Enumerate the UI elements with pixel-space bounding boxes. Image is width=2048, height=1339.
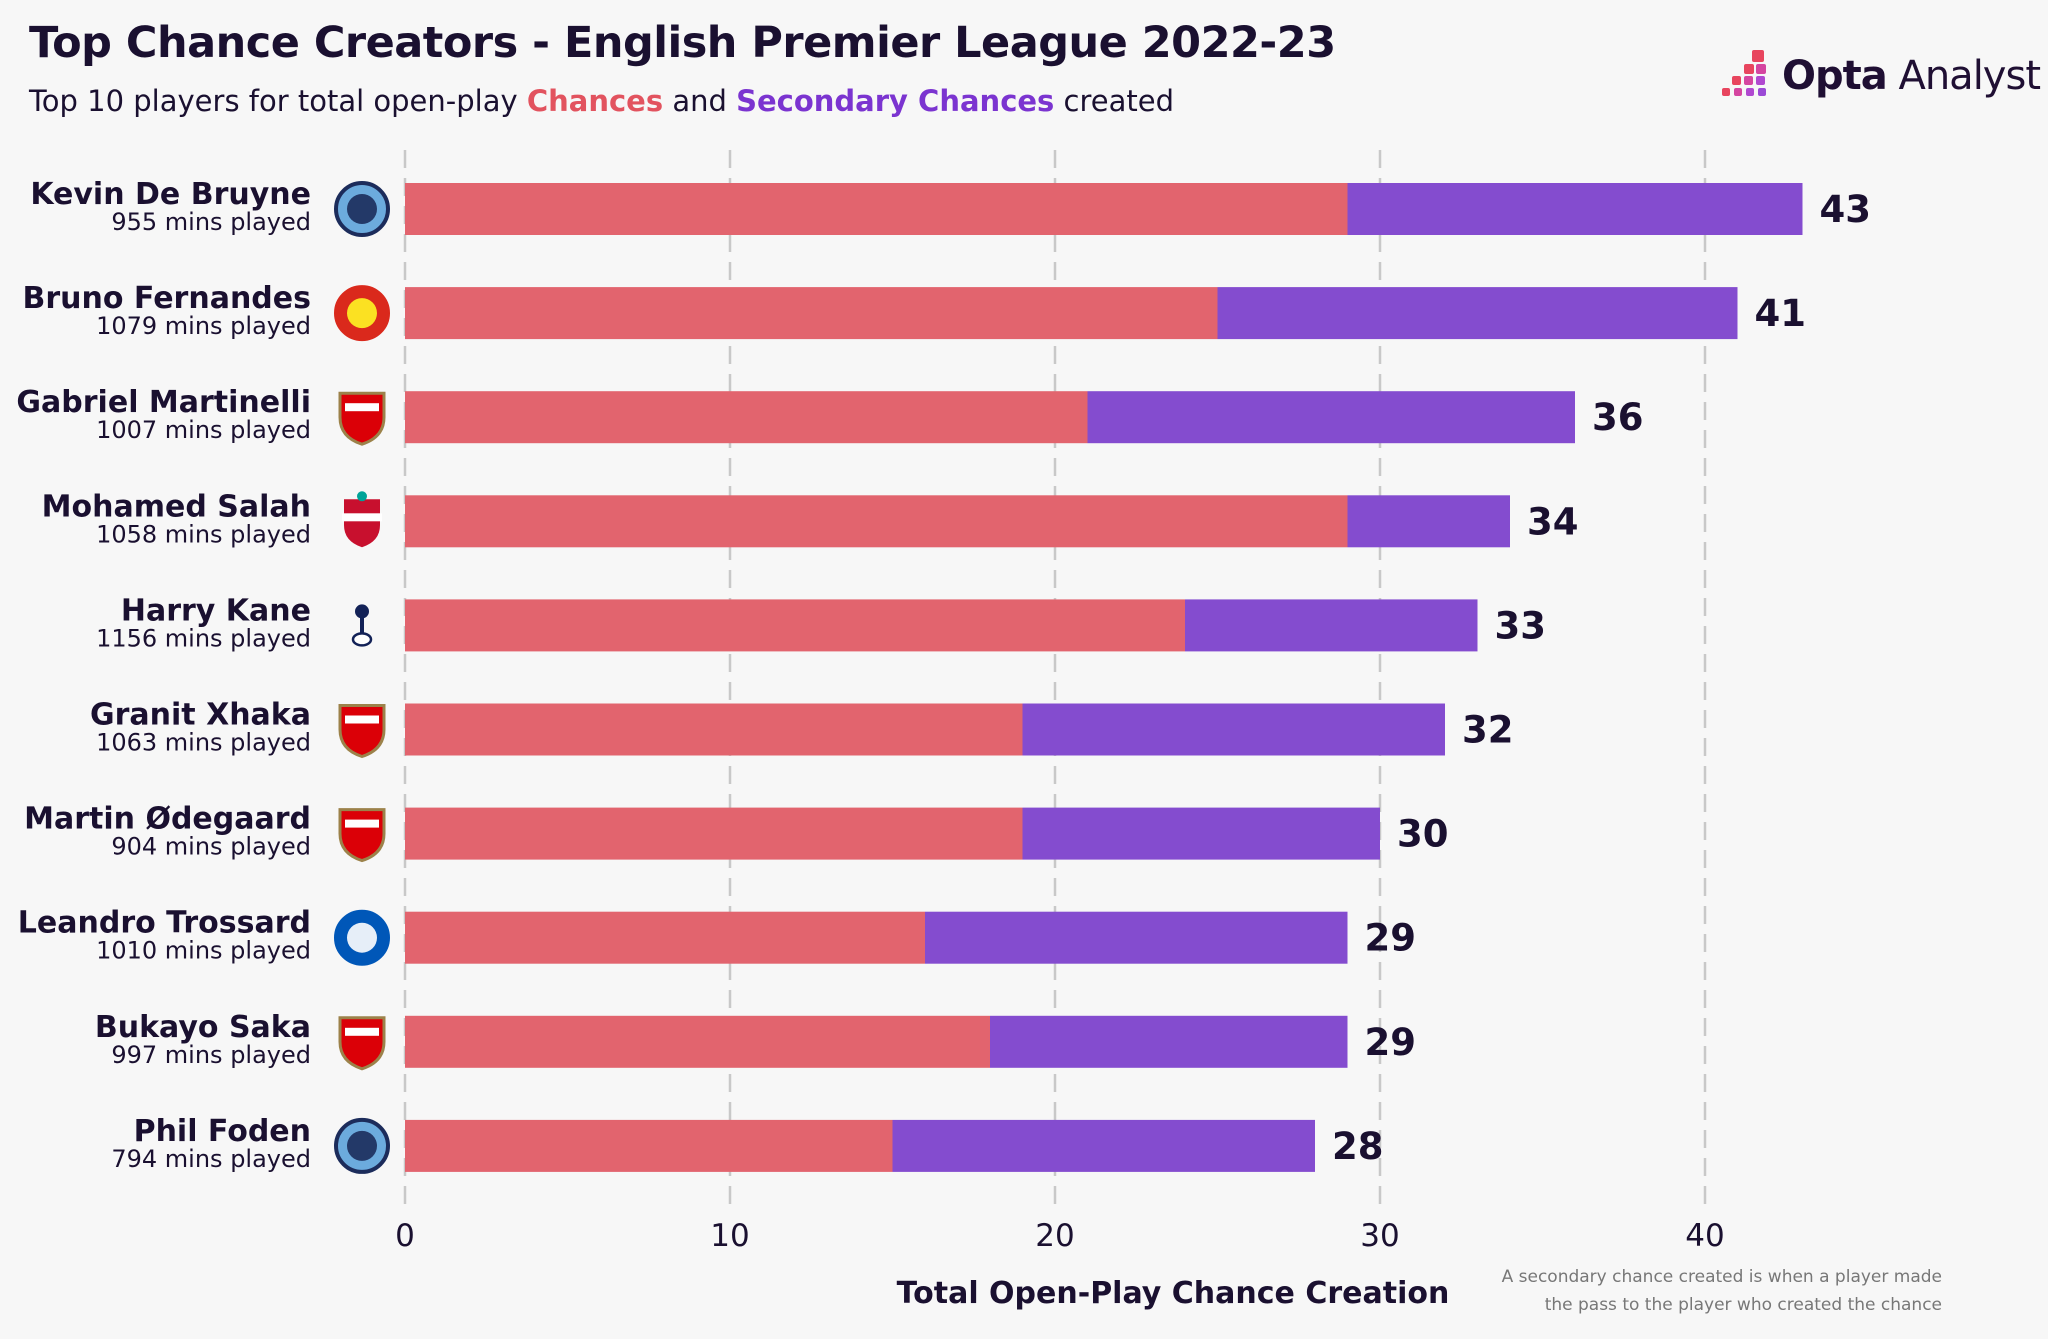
crest-banner [345, 715, 379, 724]
bar-chances [405, 703, 1023, 756]
crest-banner [345, 1027, 379, 1036]
minutes-played: 1156 mins played [96, 624, 311, 652]
arsenal-crest [338, 808, 386, 863]
crest-inner [347, 298, 377, 329]
player-name: Mohamed Salah [42, 489, 311, 524]
bar-secondary [1022, 703, 1445, 756]
bar-chances [405, 1119, 893, 1172]
bar-secondary [1347, 495, 1510, 548]
player-name: Bukayo Saka [95, 1010, 311, 1045]
total-label: 29 [1365, 917, 1417, 960]
minutes-played: 997 mins played [111, 1041, 311, 1069]
total-label: 33 [1495, 604, 1547, 647]
crest-ball [351, 632, 373, 647]
bar-chances [405, 391, 1088, 444]
player-name: Leandro Trossard [18, 906, 311, 941]
bar-secondary [990, 1015, 1348, 1068]
bar-secondary [1347, 183, 1803, 235]
minutes-played: 1079 mins played [96, 312, 311, 340]
player-name: Phil Foden [134, 1114, 311, 1149]
subtitle-prefix: Top 10 players for total open-play [29, 84, 527, 118]
total-label: 41 [1755, 292, 1807, 335]
bar-secondary [925, 911, 1348, 964]
minutes-played: 1058 mins played [96, 520, 311, 548]
minutes-played: 904 mins played [111, 833, 311, 861]
subtitle-and: and [663, 84, 737, 118]
minutes-played: 1063 mins played [96, 729, 311, 757]
bar-chances [405, 495, 1348, 548]
total-label: 28 [1332, 1125, 1384, 1168]
bar-secondary [892, 1119, 1315, 1172]
bar-chances [405, 287, 1218, 340]
tottenham-crest [355, 604, 369, 619]
total-label: 43 [1820, 188, 1872, 231]
chart-subtitle: Top 10 players for total open-play Chanc… [29, 84, 1174, 118]
minutes-played: 1007 mins played [96, 416, 311, 444]
footnote-line-1: A secondary chance created is when a pla… [1501, 1267, 1942, 1287]
bar-chances [405, 807, 1023, 860]
x-tick-label: 30 [1360, 1218, 1399, 1254]
logo-text: Opta Analyst [1782, 53, 2041, 99]
opta-analyst-logo: Opta Analyst [1718, 48, 2041, 104]
minutes-played: 1010 mins played [96, 937, 311, 965]
player-name: Gabriel Martinelli [16, 385, 311, 420]
total-label: 36 [1592, 396, 1644, 439]
opta-logo-icon [1722, 50, 1766, 96]
arsenal-crest [338, 704, 386, 759]
x-tick-label: 40 [1685, 1218, 1724, 1254]
bar-secondary [1087, 391, 1575, 444]
x-tick-label: 20 [1035, 1218, 1074, 1254]
subtitle-suffix: created [1054, 84, 1175, 118]
crest-inner [347, 1130, 377, 1161]
arsenal-crest [338, 1016, 386, 1071]
player-name: Bruno Fernandes [23, 281, 312, 316]
bar-secondary [1217, 287, 1738, 340]
crest-inner [347, 194, 377, 224]
x-tick-label: 10 [710, 1218, 749, 1254]
player-name: Kevin De Bruyne [30, 177, 311, 212]
crest-legs [360, 617, 364, 636]
crest-banner [345, 403, 379, 412]
bar-chances [405, 599, 1185, 652]
bar-chances [405, 1015, 990, 1068]
player-name: Harry Kane [121, 593, 311, 628]
crest-banner [342, 513, 382, 522]
crest-banner [345, 819, 379, 828]
total-label: 29 [1365, 1021, 1417, 1064]
crest-flame [357, 491, 367, 502]
crest-inner [347, 922, 377, 953]
player-name: Granit Xhaka [90, 698, 311, 733]
total-label: 34 [1527, 500, 1579, 543]
footnote: A secondary chance created is when a pla… [1502, 1263, 1942, 1319]
liverpool-crest [344, 499, 380, 548]
bar-chances [405, 183, 1348, 235]
chart-title: Top Chance Creators - English Premier Le… [29, 18, 1336, 68]
legend-secondary: Secondary Chances [736, 84, 1055, 118]
bar-secondary [1022, 807, 1380, 860]
x-tick-label: 0 [395, 1218, 415, 1254]
minutes-played: 794 mins played [111, 1145, 311, 1173]
legend-chances: Chances [526, 84, 664, 118]
total-label: 32 [1462, 709, 1514, 752]
x-axis-label: Total Open-Play Chance Creation [897, 1276, 1450, 1311]
minutes-played: 955 mins played [111, 208, 311, 236]
bar-secondary [1185, 599, 1478, 652]
arsenal-crest [338, 391, 386, 446]
player-name: Martin Ødegaard [24, 802, 311, 837]
bar-chances [405, 911, 925, 964]
total-label: 30 [1397, 813, 1449, 856]
footnote-line-2: the pass to the player who created the c… [1544, 1295, 1942, 1315]
